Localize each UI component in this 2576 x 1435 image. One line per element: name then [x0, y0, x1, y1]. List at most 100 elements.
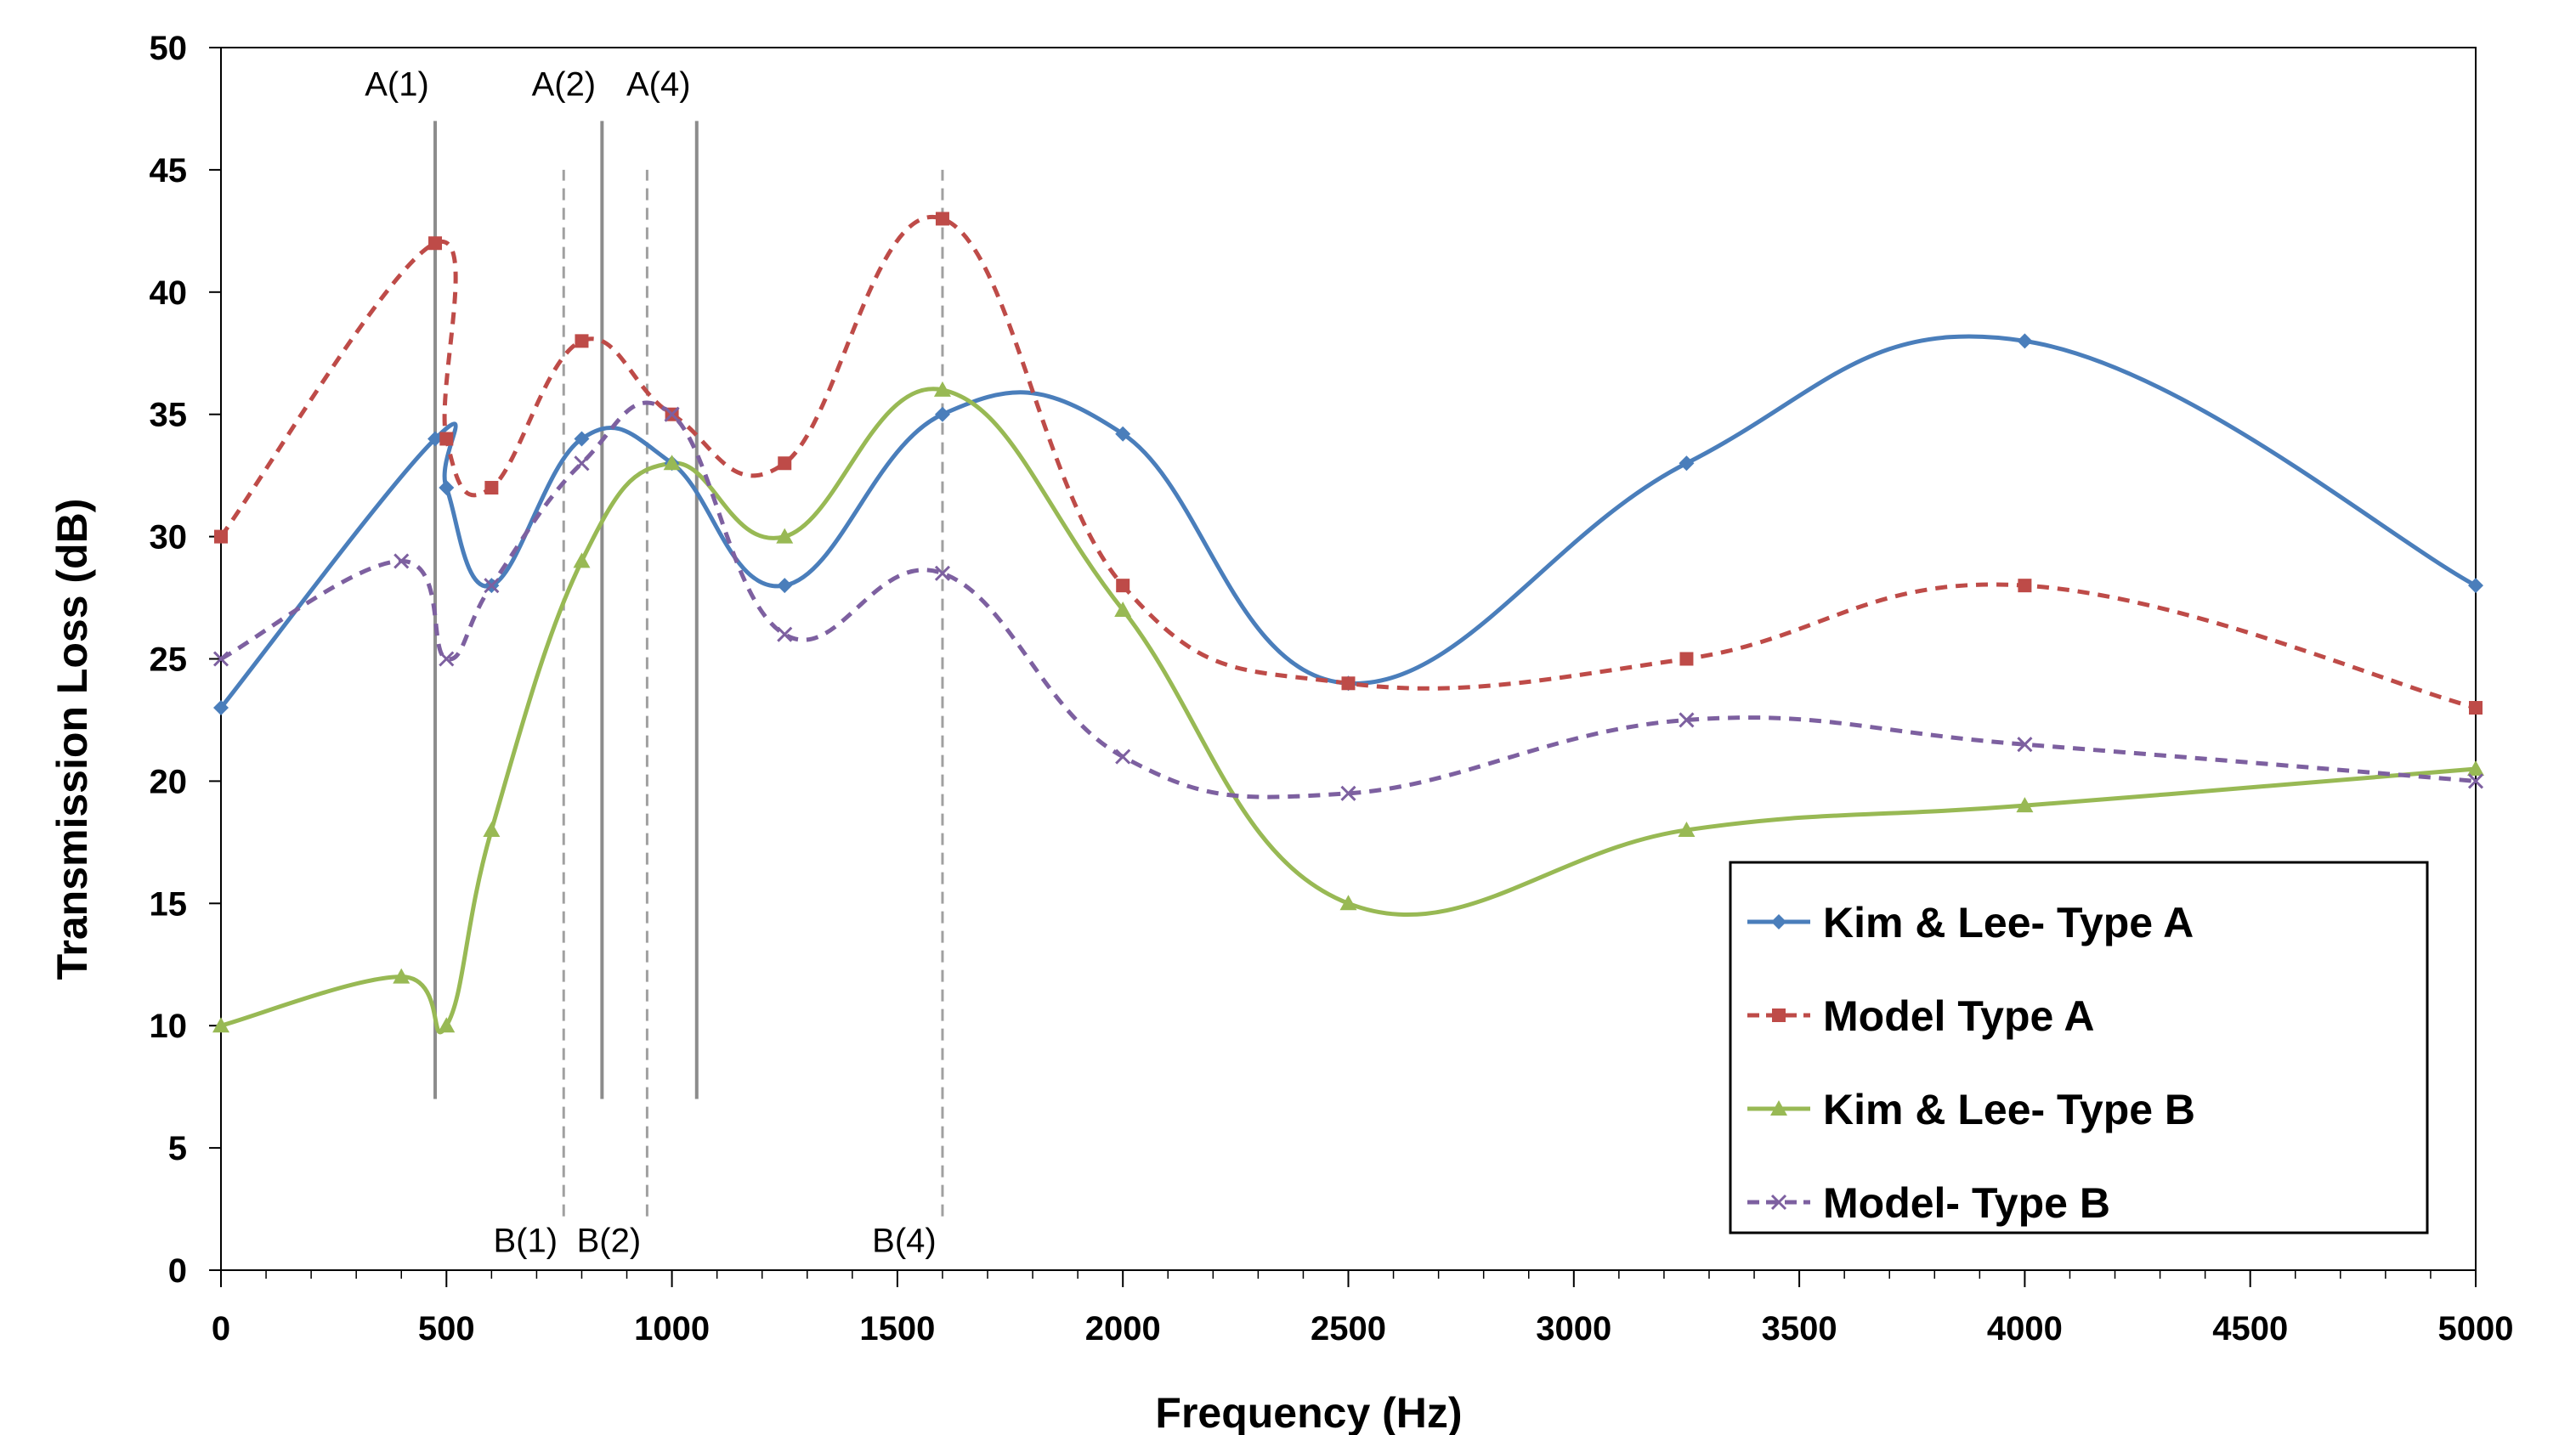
x-tick-label: 4500	[2212, 1310, 2288, 1347]
y-tick-label: 10	[150, 1008, 188, 1045]
series-1-point	[2017, 333, 2033, 349]
series-2-point	[575, 334, 589, 348]
series-line-4	[219, 400, 2477, 799]
x-tick-label: 0	[212, 1310, 230, 1347]
series-4-point-stroke	[934, 565, 951, 581]
series-3-point	[212, 1017, 229, 1033]
series-4-point-stroke	[1340, 785, 1356, 801]
series-4-point-stroke	[1115, 749, 1131, 765]
y-tick-label: 45	[150, 152, 188, 189]
series-4-point	[439, 651, 455, 667]
legend-box	[1729, 861, 2429, 1234]
reference-line-label: B(1)	[493, 1223, 558, 1260]
series-4-point-stroke	[777, 626, 793, 642]
legend-label-4: Model- Type B	[1823, 1179, 2110, 1227]
x-tick-label: 2500	[1311, 1310, 1386, 1347]
series-2-point	[1679, 652, 1694, 666]
x-tick-label: 5000	[2438, 1310, 2514, 1347]
reference-line-label: A(2)	[532, 65, 597, 103]
series-4-point-stroke	[439, 651, 455, 667]
series-4-point	[777, 626, 793, 642]
series-4-point	[393, 553, 410, 569]
series-1-point	[439, 480, 455, 496]
series-4-point-stroke	[484, 578, 500, 594]
y-tick-label: 50	[150, 30, 188, 67]
reference-lines: A(1) A(2) A(4) B(1) B(2) B(4)	[365, 65, 944, 1260]
series-3-point	[2467, 760, 2484, 777]
series-3-point	[1114, 601, 1132, 617]
x-tick-label: 1500	[859, 1310, 935, 1347]
series-2-point	[1341, 676, 1356, 691]
series-4-point	[212, 651, 229, 667]
y-tick-label: 0	[168, 1252, 187, 1290]
series-1-point	[934, 406, 950, 422]
y-tick-label: 5	[168, 1130, 187, 1167]
series-2-point	[214, 529, 228, 544]
series-4-point-stroke	[664, 406, 680, 422]
reference-line-label: B(2)	[577, 1223, 642, 1260]
series-4-point-stroke	[393, 553, 410, 569]
legend-marker-4	[1770, 1194, 1787, 1211]
series-1-point	[574, 431, 590, 447]
y-tick-label: 20	[150, 763, 188, 800]
series-4-point-stroke	[2467, 773, 2484, 789]
series-3-point	[393, 968, 410, 984]
legend-marker-2	[1772, 1008, 1786, 1022]
legend-marker-3	[1770, 1100, 1787, 1116]
x-tick-label: 2000	[1085, 1310, 1161, 1347]
series-3-point	[483, 821, 501, 837]
y-tick-label: 35	[150, 397, 188, 434]
series-2-point	[439, 432, 454, 446]
reference-line-label: A(4)	[626, 65, 691, 103]
series-1-point	[2468, 578, 2483, 594]
x-tick-label: 1000	[634, 1310, 710, 1347]
series-3-point	[438, 1017, 456, 1033]
reference-line-label: A(1)	[365, 65, 429, 103]
legend-marker-1	[1771, 914, 1786, 929]
legend-marker-4-stroke	[1770, 1194, 1787, 1211]
series-2-point	[2469, 701, 2483, 715]
x-tick-label: 3500	[1762, 1310, 1837, 1347]
series-4-point-stroke	[1679, 712, 1695, 728]
y-tick-label: 25	[150, 641, 188, 679]
y-tick-label: 30	[150, 519, 188, 556]
series-3-point	[573, 552, 591, 568]
series-4-point	[574, 455, 590, 472]
series-3-point	[2016, 797, 2034, 813]
x-tick-label: 500	[418, 1310, 475, 1347]
series-4-point	[2467, 773, 2484, 789]
y-tick-label: 15	[150, 885, 188, 923]
series-4-point-stroke	[2017, 737, 2033, 753]
series-2-point	[778, 456, 792, 471]
series-3-point	[933, 381, 951, 397]
series-4-point	[934, 565, 951, 581]
series-4-point-stroke	[212, 651, 229, 667]
series-3-point	[663, 455, 681, 471]
y-axis-title: Transmission Loss (dB)	[48, 499, 96, 980]
series-4-point	[664, 406, 680, 422]
series-2-point	[935, 212, 949, 226]
series-4-point	[1679, 712, 1695, 728]
legend-label-2: Model Type A	[1823, 992, 2094, 1040]
series-2-point	[2018, 579, 2032, 593]
series-1-point	[213, 700, 229, 716]
series-1-point	[1115, 426, 1131, 442]
series-2-point	[1116, 579, 1130, 593]
series-3-point	[776, 528, 794, 544]
series-1-point	[1679, 455, 1695, 472]
x-axis-title: Frequency (Hz)	[1155, 1389, 1462, 1435]
series-markers	[212, 212, 2484, 1033]
series-1-point	[427, 431, 444, 447]
series-4-point	[484, 578, 500, 594]
y-tick-label: 40	[150, 274, 188, 312]
legend-label-1: Kim & Lee- Type A	[1823, 899, 2194, 946]
series-line-3	[218, 387, 2478, 1035]
series-3-point	[1678, 821, 1696, 837]
legend: Kim & Lee- Type A Model Type A Kim & Lee- …	[1729, 861, 2429, 1234]
x-tick-label: 4000	[1987, 1310, 2063, 1347]
series-4-point	[2017, 737, 2033, 753]
legend-label-3: Kim & Lee- Type B	[1823, 1086, 2195, 1133]
series-4-point-stroke	[574, 455, 590, 472]
